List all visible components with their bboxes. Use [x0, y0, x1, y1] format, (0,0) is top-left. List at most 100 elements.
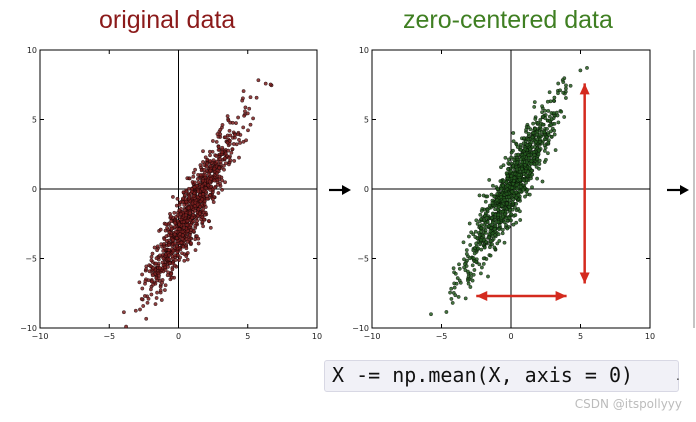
data-point	[533, 117, 538, 121]
x-tick-label: 5	[578, 332, 583, 341]
data-point	[480, 265, 484, 270]
data-point	[472, 268, 477, 272]
data-point	[518, 218, 523, 222]
data-point	[479, 247, 484, 252]
y-tick-label: 10	[27, 46, 37, 55]
data-point	[225, 140, 230, 145]
data-point	[218, 127, 223, 132]
data-point	[158, 284, 163, 289]
data-point	[512, 175, 517, 180]
data-point	[548, 123, 553, 127]
data-point	[451, 266, 456, 271]
data-point	[149, 255, 154, 259]
data-point	[191, 174, 196, 179]
data-point	[525, 160, 529, 165]
data-point	[505, 226, 510, 231]
data-point	[545, 99, 550, 104]
data-point	[217, 174, 222, 179]
data-point	[490, 215, 494, 220]
data-point	[457, 278, 462, 283]
x-tick-label: 10	[312, 332, 322, 341]
data-point	[150, 279, 154, 284]
data-point	[552, 121, 557, 126]
data-point	[492, 194, 497, 199]
data-point	[540, 104, 544, 109]
data-point	[226, 118, 231, 123]
data-point	[506, 195, 511, 199]
data-point	[185, 251, 190, 255]
data-point	[220, 178, 224, 183]
data-point	[223, 161, 228, 166]
data-point	[457, 262, 461, 267]
data-point	[556, 91, 560, 96]
data-point	[485, 207, 490, 212]
data-point	[505, 174, 510, 178]
data-point	[157, 273, 161, 278]
data-point	[468, 256, 472, 261]
data-point	[550, 126, 555, 131]
data-point	[189, 189, 194, 194]
data-point	[509, 155, 514, 160]
data-point	[230, 147, 235, 151]
data-point	[449, 286, 454, 291]
data-point	[243, 105, 248, 110]
data-point	[499, 165, 503, 170]
data-point	[490, 242, 494, 247]
data-point	[199, 184, 204, 189]
data-point	[544, 135, 549, 140]
middle-chart-title: zero-centered data	[403, 6, 613, 34]
data-point	[444, 310, 449, 314]
data-point	[526, 153, 531, 158]
data-point	[201, 207, 205, 212]
data-point	[154, 256, 159, 261]
data-point	[200, 197, 204, 202]
data-point	[501, 214, 505, 219]
data-point	[537, 162, 542, 166]
data-point	[488, 229, 493, 234]
y-tick-label: 10	[359, 46, 369, 55]
data-point	[504, 191, 509, 196]
data-point	[158, 227, 163, 232]
data-point	[531, 121, 535, 126]
data-point	[215, 132, 220, 136]
data-point	[524, 173, 528, 177]
data-point	[220, 150, 224, 155]
data-point	[225, 114, 230, 118]
y-tick-label: 0	[32, 185, 37, 194]
data-point	[196, 189, 201, 194]
data-point	[487, 235, 491, 240]
data-point	[143, 294, 147, 298]
data-point	[509, 174, 514, 178]
data-point	[529, 159, 534, 164]
arrow-head	[579, 272, 590, 284]
data-point	[182, 258, 187, 263]
data-point	[168, 214, 173, 219]
data-point	[164, 234, 169, 239]
data-point	[141, 304, 146, 308]
data-point	[531, 131, 536, 135]
data-point	[479, 229, 483, 234]
data-point	[530, 185, 534, 190]
data-point	[498, 179, 503, 183]
data-point	[533, 126, 538, 131]
data-point	[208, 168, 213, 173]
data-point	[461, 240, 466, 245]
data-point	[167, 253, 171, 258]
data-point	[508, 169, 513, 174]
data-point	[227, 128, 232, 133]
data-point	[232, 159, 237, 163]
data-point	[238, 141, 242, 145]
data-point	[240, 98, 245, 103]
data-point	[173, 221, 177, 226]
transition-arrow-1-head	[342, 185, 351, 195]
data-point	[187, 195, 192, 200]
data-point	[515, 167, 519, 172]
data-point	[154, 276, 159, 281]
data-point	[505, 183, 510, 188]
data-point	[496, 213, 501, 217]
data-point	[216, 148, 221, 152]
data-point	[532, 100, 537, 104]
data-point	[158, 253, 162, 258]
data-point	[226, 148, 231, 153]
